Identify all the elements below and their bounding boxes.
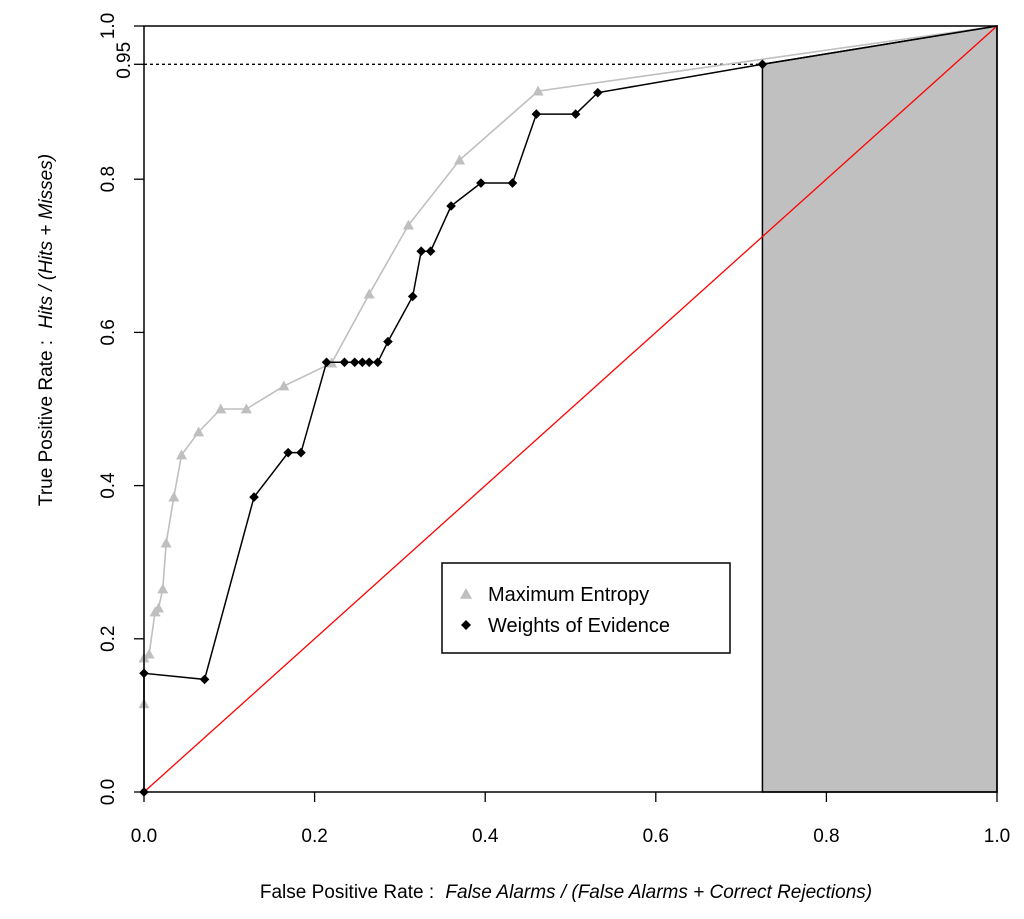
maximum-entropy-point (278, 380, 290, 391)
weights-of-evidence-point (383, 336, 393, 347)
weights-of-evidence-point (476, 178, 486, 188)
weights-of-evidence-point (249, 492, 259, 502)
x-tick-label: 0.0 (131, 826, 157, 847)
weights-of-evidence-point (339, 357, 350, 368)
maximum-entropy-point (157, 583, 169, 594)
legend-label: Weights of Evidence (488, 615, 670, 637)
x-tick-label: 0.2 (301, 826, 327, 847)
y-tick-label: 1.0 (98, 13, 119, 39)
y-axis-label-italic: Hits / (Hits + Misses) (36, 154, 57, 329)
maximum-entropy-point (402, 219, 414, 230)
weights-of-evidence-point (407, 291, 418, 302)
x-tick-label: 1.0 (984, 826, 1010, 847)
y-tick-label: 0.4 (98, 472, 119, 499)
maximum-entropy-point (363, 288, 375, 299)
weights-of-evidence-point (349, 357, 360, 368)
y-tick-label: 0.2 (98, 626, 119, 652)
weights-of-evidence-point (283, 447, 293, 458)
weights-of-evidence-point (757, 59, 768, 70)
maximum-entropy-point (160, 537, 172, 548)
x-axis-label: False Positive Rate : False Alarms / (Fa… (260, 882, 872, 903)
x-axis-label-plain: False Positive Rate : (260, 882, 434, 903)
y-tick-label: 0.0 (98, 779, 119, 805)
weights-of-evidence-point (296, 447, 306, 458)
x-tick-label: 0.4 (472, 826, 499, 847)
weights-of-evidence-point (570, 109, 581, 119)
plot-frame (143, 25, 998, 793)
weights-of-evidence-point (425, 246, 436, 257)
weights-of-evidence-point (357, 357, 368, 368)
series-line-weights-of-evidence (143, 25, 998, 792)
reference-tick-label: 0.95 (114, 42, 135, 79)
weights-of-evidence-point (592, 87, 603, 98)
legend-diamond-marker (461, 620, 471, 630)
weights-of-evidence-point (372, 357, 383, 368)
maximum-entropy-point (193, 426, 205, 437)
x-tick-label: 0.6 (643, 826, 669, 847)
maximum-entropy-point (143, 648, 155, 659)
maximum-entropy-point (215, 403, 227, 414)
shaded-region (761, 25, 998, 793)
maximum-entropy-point (532, 85, 544, 96)
weights-of-evidence-point (416, 246, 427, 257)
weights-of-evidence-point (199, 674, 210, 685)
weights-of-evidence-point (364, 357, 374, 368)
maximum-entropy-point (153, 602, 165, 613)
weights-of-evidence-point (507, 178, 518, 188)
maximum-entropy-point (168, 491, 180, 502)
y-tick-label: 0.8 (98, 166, 119, 192)
x-axis-label-italic: False Alarms / (False Alarms + Correct R… (445, 882, 872, 903)
maximum-entropy-point (240, 403, 252, 414)
y-tick-label: 0.6 (98, 319, 119, 345)
maximum-entropy-point (454, 154, 466, 165)
maximum-entropy-point (176, 449, 188, 460)
legend-box (441, 562, 731, 654)
y-axis-label: True Positive Rate : Hits / (Hits + Miss… (36, 154, 57, 506)
x-tick-label: 0.8 (813, 826, 839, 847)
random-classifier-line (143, 25, 998, 793)
weights-of-evidence-point (321, 357, 332, 368)
legend-triangle-marker (460, 588, 472, 599)
y-axis-label-plain: True Positive Rate : (36, 340, 57, 506)
weights-of-evidence-point (531, 109, 542, 119)
weights-of-evidence-point (446, 201, 456, 211)
legend-label: Maximum Entropy (488, 584, 649, 606)
